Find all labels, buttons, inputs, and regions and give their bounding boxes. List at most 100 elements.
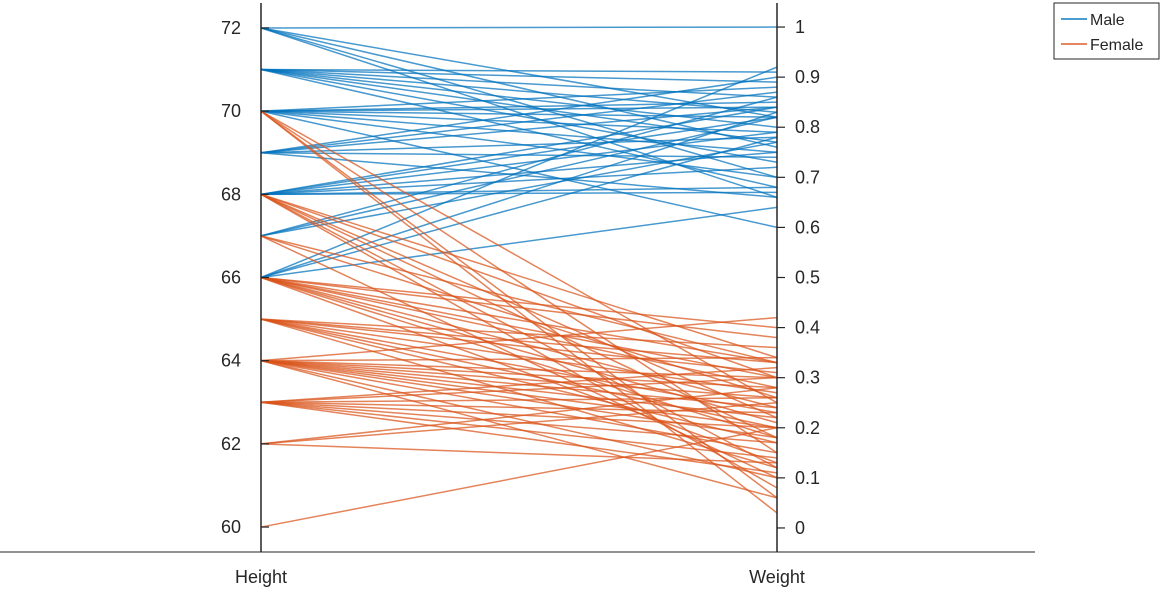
male-line [260, 186, 778, 196]
female-line [260, 359, 778, 499]
weight-tick-label: 0.5 [795, 268, 820, 288]
female-line [260, 359, 778, 479]
female-line [260, 366, 778, 404]
female-line [260, 386, 778, 445]
female-line [260, 193, 778, 359]
female-line [260, 359, 778, 429]
female-line [260, 359, 778, 454]
male-line [260, 111, 778, 279]
plot-lines [260, 26, 778, 528]
female-line [260, 276, 778, 364]
male-line [260, 106, 778, 112]
female-line [260, 359, 778, 419]
male-line [260, 27, 778, 179]
female-line [260, 276, 778, 464]
male-line [260, 206, 778, 279]
female-line [260, 316, 778, 362]
female-line [260, 359, 778, 409]
male-line [260, 141, 778, 237]
female-line [260, 318, 778, 444]
female-line [260, 401, 778, 414]
height-tick-label: 60 [221, 517, 241, 537]
male-line [260, 136, 778, 279]
male-line [260, 191, 778, 196]
female-line [260, 401, 778, 444]
male-line [260, 106, 778, 154]
male-line [260, 68, 778, 128]
male-line [260, 27, 778, 199]
weight-tick-label: 0.8 [795, 117, 820, 137]
weight-axis-title: Weight [749, 567, 805, 587]
male-line [260, 131, 778, 196]
female-line [260, 318, 778, 364]
weight-tick-label: 0.1 [795, 468, 820, 488]
male-line [260, 116, 778, 196]
female-line [260, 359, 778, 399]
male-line [260, 96, 778, 237]
female-line [260, 276, 778, 389]
male-line [260, 151, 778, 196]
height-tick-label: 70 [221, 101, 241, 121]
male-line [260, 26, 778, 29]
female-line [260, 376, 778, 404]
female-line [260, 110, 778, 514]
female-line [260, 193, 778, 379]
height-tick-label: 66 [221, 268, 241, 288]
female-line [260, 235, 778, 399]
female-line [260, 276, 778, 379]
female-line [260, 443, 778, 464]
weight-tick-label: 0.4 [795, 318, 820, 338]
female-line [260, 359, 778, 379]
female-line [260, 318, 778, 394]
female-line [260, 318, 778, 349]
weight-tick-label: 0.3 [795, 368, 820, 388]
male-line [260, 86, 778, 112]
height-axis-title: Height [235, 567, 287, 587]
weight-tick-label: 0.6 [795, 217, 820, 237]
female-line [260, 356, 778, 362]
female-line [260, 276, 778, 329]
female-line [260, 396, 778, 404]
female-line [260, 318, 778, 374]
legend: Male Female [1053, 2, 1160, 60]
female-line [260, 359, 778, 439]
female-line [260, 110, 778, 499]
female-line [260, 276, 778, 339]
female-line [260, 359, 778, 389]
female-line [260, 401, 778, 429]
female-line [260, 110, 778, 404]
male-line [260, 166, 778, 196]
female-line [260, 110, 778, 454]
legend-female-label: Female [1090, 37, 1143, 54]
height-tick-label: 68 [221, 184, 241, 204]
male-line [260, 27, 778, 148]
female-line [260, 427, 778, 528]
male-line [260, 110, 778, 229]
male-line [260, 68, 778, 98]
male-line [260, 110, 778, 179]
male-line [260, 68, 778, 164]
male-line [260, 68, 778, 83]
female-line [260, 401, 778, 445]
female-line [260, 276, 778, 409]
female-line [260, 235, 778, 364]
height-tick-label: 62 [221, 434, 241, 454]
male-line [260, 68, 778, 113]
legend-male-label: Male [1090, 12, 1125, 29]
weight-tick-label: 1 [795, 17, 805, 37]
male-line [260, 68, 778, 189]
male-line [260, 151, 778, 159]
female-line [260, 401, 778, 474]
male-line [260, 116, 778, 237]
weight-tick-label: 0.7 [795, 167, 820, 187]
male-line [260, 110, 778, 154]
weight-tick-label: 0 [795, 518, 805, 538]
male-line [260, 110, 778, 118]
weight-tick-label: 0.2 [795, 418, 820, 438]
weight-tick-label: 0.9 [795, 67, 820, 87]
height-tick-label: 72 [221, 18, 241, 38]
male-line [260, 76, 778, 154]
male-line [260, 68, 778, 73]
legend-box [1053, 2, 1160, 60]
